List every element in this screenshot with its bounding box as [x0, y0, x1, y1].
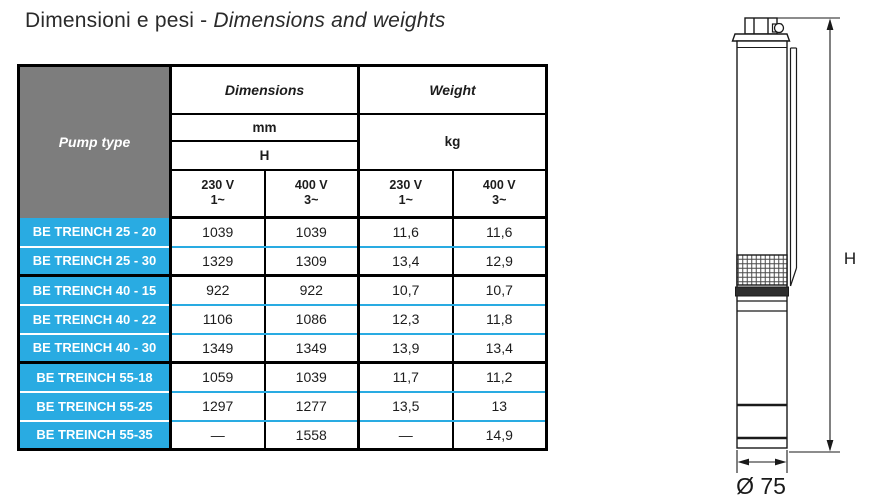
kg-230-cell: — [357, 420, 453, 451]
h-230-cell: 922 [169, 274, 265, 306]
pump-top-cap [731, 33, 791, 42]
kg-400-cell: 14,9 [451, 420, 547, 451]
h-400-cell: 1277 [263, 391, 359, 422]
pump-model-cell: BE TREINCH 55-35 [18, 420, 172, 451]
h-230-cell: 1329 [169, 246, 265, 277]
title-english: Dimensions and weights [213, 9, 446, 32]
phase-label: 1~ [210, 193, 225, 208]
pump-model-cell: BE TREINCH 40 - 22 [18, 304, 172, 335]
kg-400-cell: 11,6 [451, 217, 547, 248]
h-230-cell: — [169, 420, 265, 451]
kg-400-cell: 10,7 [451, 274, 547, 306]
pump-body [736, 40, 788, 449]
cable-gland-icon [773, 22, 785, 34]
dim-400v-header: 400 V 3~ [263, 168, 360, 219]
h-400-cell: 922 [263, 274, 359, 306]
pump-model-cell: BE TREINCH 55-25 [18, 391, 172, 422]
voltage-label: 230 V [201, 177, 235, 192]
diameter-dimension-label: Ø 75 [736, 473, 786, 499]
weight-230v-header: 230 V 1~ [357, 168, 454, 219]
voltage-label: 400 V [294, 177, 328, 192]
kg-400-cell: 13 [451, 391, 547, 422]
weight-header: Weight [357, 64, 548, 115]
h-400-cell: 1086 [263, 304, 359, 335]
h-230-cell: 1039 [169, 217, 265, 248]
pump-type-header: Pump type [18, 65, 172, 218]
height-dimension-line [777, 17, 840, 453]
table-row: BE TREINCH 25 - 20 1039 1039 11,6 11,6 [18, 217, 547, 248]
kg-400-cell: 11,8 [451, 304, 547, 335]
h-400-cell: 1558 [263, 420, 359, 451]
table-row: BE TREINCH 40 - 30 1349 1349 13,9 13,4 [18, 333, 547, 364]
pump-model-cell: BE TREINCH 25 - 30 [18, 246, 172, 277]
table-row: BE TREINCH 55-18 1059 1039 11,7 11,2 [18, 361, 547, 393]
table-row: BE TREINCH 55-25 1297 1277 13,5 13 [18, 391, 547, 422]
kg-230-cell: 10,7 [357, 274, 453, 306]
unit-mm-cell: mm [168, 112, 360, 142]
diameter-dimension-line [736, 450, 788, 473]
voltage-label: 400 V [482, 177, 516, 192]
kg-230-cell: 12,3 [357, 304, 453, 335]
pump-outline [731, 17, 798, 449]
h-230-cell: 1349 [169, 333, 265, 364]
pump-model-cell: BE TREINCH 40 - 15 [18, 274, 172, 306]
phase-label: 1~ [398, 193, 413, 208]
cable-guard [789, 47, 798, 287]
suction-strainer [736, 254, 788, 286]
kg-230-cell: 13,9 [357, 333, 453, 364]
kg-230-cell: 11,7 [357, 361, 453, 393]
dim-230v-header: 230 V 1~ [169, 168, 266, 219]
h-400-cell: 1039 [263, 217, 359, 248]
dimensions-header: Dimensions [168, 64, 360, 115]
title-italian: Dimensioni e pesi - [25, 9, 214, 32]
h-230-cell: 1106 [169, 304, 265, 335]
weight-400v-header: 400 V 3~ [451, 168, 548, 219]
height-dimension-label: H [844, 249, 856, 268]
phase-label: 3~ [492, 193, 507, 208]
pump-model-cell: BE TREINCH 40 - 30 [18, 333, 172, 364]
table-row: BE TREINCH 40 - 22 1106 1086 12,3 11,8 [18, 304, 547, 335]
h-400-cell: 1039 [263, 361, 359, 393]
dimensions-weights-table: Pump type Dimensions Weight mm kg H 230 … [17, 64, 549, 451]
unit-h-cell: H [168, 139, 360, 171]
kg-400-cell: 12,9 [451, 246, 547, 277]
h-230-cell: 1297 [169, 391, 265, 422]
pump-model-cell: BE TREINCH 25 - 20 [18, 217, 172, 248]
collar-band [735, 286, 789, 297]
h-400-cell: 1349 [263, 333, 359, 364]
kg-400-cell: 13,4 [451, 333, 547, 364]
page-title: Dimensioni e pesi - Dimensions and weigh… [25, 9, 445, 33]
phase-label: 3~ [304, 193, 319, 208]
kg-230-cell: 11,6 [357, 217, 453, 248]
table-row: BE TREINCH 55-35 — 1558 — 14,9 [18, 420, 547, 451]
unit-kg-cell: kg [357, 112, 548, 171]
voltage-label: 230 V [389, 177, 423, 192]
h-230-cell: 1059 [169, 361, 265, 393]
pump-model-cell: BE TREINCH 55-18 [18, 361, 172, 393]
table-row: BE TREINCH 25 - 30 1329 1309 13,4 12,9 [18, 246, 547, 277]
table-row: BE TREINCH 40 - 15 922 922 10,7 10,7 [18, 274, 547, 306]
pump-technical-drawing: H Ø 75 [731, 17, 856, 499]
kg-230-cell: 13,5 [357, 391, 453, 422]
h-400-cell: 1309 [263, 246, 359, 277]
kg-230-cell: 13,4 [357, 246, 453, 277]
kg-400-cell: 11,2 [451, 361, 547, 393]
